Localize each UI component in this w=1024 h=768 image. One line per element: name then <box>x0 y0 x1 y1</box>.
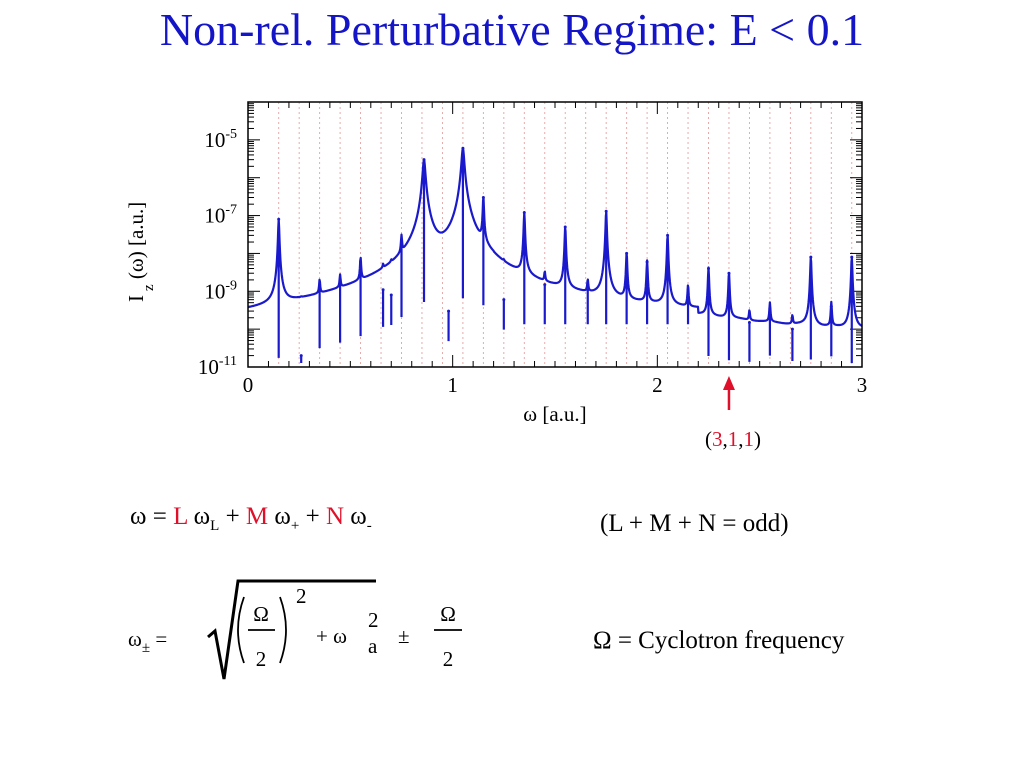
odd-condition-text: (L + M + N = odd) <box>600 510 789 537</box>
spectrum-peak <box>625 251 629 255</box>
spectrum-peak <box>422 158 426 162</box>
spectrum-peak <box>543 283 547 287</box>
left-paren <box>237 596 245 664</box>
spectrum-peak <box>400 240 403 244</box>
y-tick-labels: 10-5 10-7 10-9 10-11 <box>198 127 237 379</box>
omega-a-sup: 2 <box>368 608 379 632</box>
spectrum-chart: 0 1 2 3 10-5 10-7 10-9 10-11 ω [a.u.] Iz (ω) [… <box>124 101 868 451</box>
slide-title: Non-rel. Perturbative Regime: E < 0.1 <box>159 4 865 55</box>
spectrum-peak <box>481 196 485 200</box>
spectrum-peak <box>768 307 772 311</box>
cyclotron-definition: Ω = Cyclotron frequency <box>593 627 845 654</box>
spectrum-peak <box>502 298 506 302</box>
spectrum-peak <box>686 288 690 292</box>
plot-frame <box>247 101 863 368</box>
spectrum-peak <box>318 286 322 290</box>
square-exponent: 2 <box>296 584 307 608</box>
spectrum-peak <box>666 233 670 237</box>
spectrum-peak <box>604 209 608 213</box>
spectrum-peak <box>563 225 567 229</box>
x-tick-label: 3 <box>857 373 868 397</box>
y-tick-label: 10-7 <box>204 203 237 228</box>
spectrum-peak <box>299 354 303 358</box>
y-tick-label: 10-11 <box>198 354 237 379</box>
spectrum-peak <box>381 288 385 292</box>
spectrum-peak <box>747 320 751 324</box>
omega-pm-lhs: ω± = <box>128 627 167 656</box>
y-tick-label: 10-5 <box>204 127 237 152</box>
x-tick-label: 1 <box>447 373 458 397</box>
x-tick-labels: 0 1 2 3 <box>243 373 868 397</box>
omega-a-sub: a <box>368 634 378 658</box>
spectrum-peak <box>359 260 363 264</box>
plus-minus-sign: ± <box>398 624 410 648</box>
spectrum-peak <box>707 266 710 270</box>
spectrum-series-line <box>247 147 863 363</box>
y-axis-label: Iz (ω) [a.u.] <box>124 202 157 302</box>
omega-pm-equation: ω± = Ω 2 2 + ω 2 a ± Ω 2 <box>128 579 462 680</box>
spectrum-peak <box>809 255 813 259</box>
omega-over-two-numerator-2: Ω <box>440 602 456 626</box>
x-tick-label: 2 <box>652 373 663 397</box>
spectrum-peak <box>522 211 526 215</box>
spectrum-peak <box>277 217 281 221</box>
omega-a-term: + ω <box>316 624 347 648</box>
frequency-combination-equation: ω = L ωL + M ω+ + N ω- <box>130 503 372 534</box>
y-tick-label: 10-9 <box>204 278 237 303</box>
sqrt-sign <box>207 579 376 680</box>
spectrum-peak <box>850 255 854 259</box>
spectrum-peak <box>447 309 451 313</box>
spectrum-peak <box>338 283 342 287</box>
spectrum-peak <box>645 260 649 264</box>
spectrum-peak <box>389 293 393 297</box>
spectrum-peak <box>727 271 731 275</box>
omega-over-two-denominator-2: 2 <box>443 647 454 671</box>
x-tick-label: 0 <box>243 373 254 397</box>
annotation-label: (3,1,1) <box>705 427 761 451</box>
spectrum-peak <box>790 327 794 331</box>
peak-annotation: (3,1,1) <box>705 376 761 451</box>
spectrum-peak <box>586 288 590 292</box>
annotation-arrow-head <box>722 376 735 390</box>
peak-markers <box>277 146 854 358</box>
spectrum-peak <box>829 304 833 308</box>
omega-over-two-denominator: 2 <box>256 647 267 671</box>
x-axis-label: ω [a.u.] <box>523 402 586 426</box>
right-paren <box>279 596 287 664</box>
spectrum-peak <box>461 146 465 150</box>
omega-over-two-numerator: Ω <box>253 602 269 626</box>
